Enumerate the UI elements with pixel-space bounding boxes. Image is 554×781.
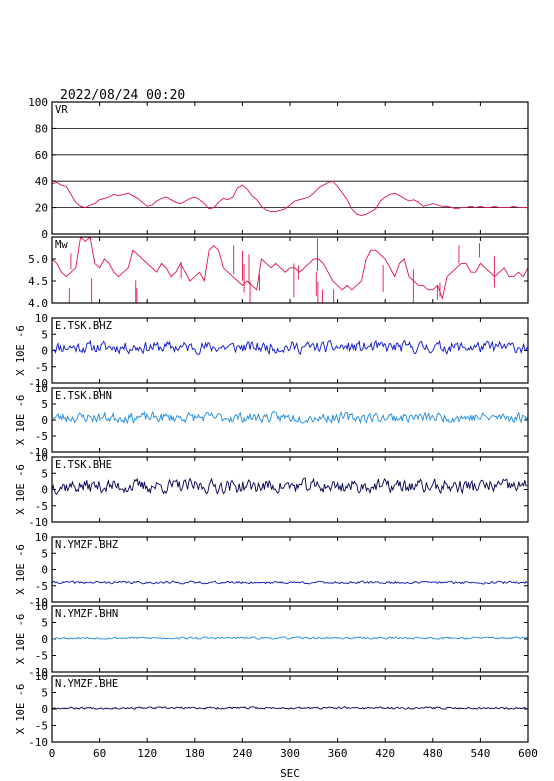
timestamp: 2022/08/24 00:20 <box>60 88 185 103</box>
tsk_bhn-frame <box>51 387 529 453</box>
ymzf_bhz-ytick-label: 0 <box>41 564 48 577</box>
x-tick-label: 0 <box>49 747 56 760</box>
vr-series-line <box>52 180 528 216</box>
ymzf_bhz-title: N.YMZF.BHZ <box>55 539 118 551</box>
x-tick-label: 360 <box>328 747 348 760</box>
vr-ytick-label: 20 <box>35 202 48 215</box>
tsk_bhz-frame <box>51 317 529 384</box>
tsk_bhe-ytick-label: 10 <box>35 451 48 464</box>
tsk_bhn-ytick-label: 0 <box>41 414 48 427</box>
tsk_bhn-ytick-label: 5 <box>41 398 48 411</box>
tsk_bhe-title: E.TSK.BHE <box>55 459 112 471</box>
vr-ytick-label: 100 <box>28 96 48 109</box>
mw-series-line <box>52 237 528 301</box>
ymzf_bhe-title: N.YMZF.BHE <box>55 678 118 690</box>
tsk_bhn-ytick-label: 10 <box>35 382 48 395</box>
vr-ytick-label: 80 <box>35 122 48 135</box>
ymzf_bhn-waveform <box>52 636 528 640</box>
vr-ytick-label: 60 <box>35 149 48 162</box>
tsk_bhz-ytick-label: -5 <box>35 361 48 374</box>
tsk_bhe-ytick-label: -10 <box>28 516 48 529</box>
vr-title: VR <box>55 104 68 116</box>
ymzf_bhn-ytick-label: 5 <box>41 617 48 630</box>
x-tick-label: 120 <box>137 747 157 760</box>
tsk_bhe-ytick-label: -5 <box>35 500 48 513</box>
tsk_bhn-ytick-label: -5 <box>35 430 48 443</box>
x-tick-label: 420 <box>375 747 395 760</box>
x-axis-label: SEC <box>280 767 300 780</box>
ymzf_bhn-ytick-label: -5 <box>35 650 48 663</box>
tsk_bhe-ytick-label: 0 <box>41 484 48 497</box>
x-axis: 0 60 120 180 240 300 360 420 480 540 600 <box>49 747 538 760</box>
x-tick-label: 60 <box>93 747 106 760</box>
mw-ytick-label: 4.0 <box>28 297 48 310</box>
ymzf_bhn-ytick-label: 10 <box>35 600 48 613</box>
ymzf_bhz-waveform <box>52 580 528 585</box>
tsk_bhe-frame <box>51 456 529 523</box>
tsk_bhn-ylabel: X 10E -6 <box>15 395 27 446</box>
mw-frame <box>51 236 529 304</box>
ymzf_bhe-ytick-label: -5 <box>35 720 48 733</box>
ymzf_bhz-frame <box>51 536 529 603</box>
x-tick-label: 300 <box>280 747 300 760</box>
ymzf_bhe-waveform <box>52 706 528 710</box>
tsk_bhe-ytick-label: 5 <box>41 467 48 480</box>
ymzf_bhe-frame <box>51 675 529 743</box>
tsk_bhz-ytick-label: 10 <box>35 312 48 325</box>
x-tick-label: 600 <box>518 747 538 760</box>
ymzf_bhe-ytick-label: 5 <box>41 687 48 700</box>
tsk_bhz-ytick-label: 0 <box>41 345 48 358</box>
tsk_bhn-ytick-label: -10 <box>28 446 48 459</box>
ymzf_bhn-ytick-label: -10 <box>28 666 48 679</box>
vr-ytick-label: 0 <box>41 228 48 241</box>
ymzf_bhe-ytick-label: 0 <box>41 703 48 716</box>
tsk_bhe-ylabel: X 10E -6 <box>15 464 27 515</box>
ymzf_bhn-title: N.YMZF.BHN <box>55 608 118 620</box>
x-tick-label: 480 <box>423 747 443 760</box>
ymzf_bhz-ytick-label: -10 <box>28 596 48 609</box>
vr-frame <box>51 101 529 235</box>
x-tick-label: 240 <box>232 747 252 760</box>
mw-title: Mw <box>55 239 68 251</box>
x-tick-label: 540 <box>470 747 490 760</box>
ymzf_bhn-ylabel: X 10E -6 <box>15 614 27 665</box>
x-tick-label: 180 <box>185 747 205 760</box>
ymzf_bhz-ytick-label: -5 <box>35 580 48 593</box>
ymzf_bhe-ytick-label: -10 <box>28 736 48 749</box>
mw-ytick-label: 5.0 <box>28 253 48 266</box>
ymzf_bhz-ytick-label: 5 <box>41 547 48 560</box>
tsk_bhz-title: E.TSK.BHZ <box>55 320 112 332</box>
ymzf_bhe-ytick-label: 10 <box>35 670 48 683</box>
ymzf_bhn-ytick-label: 0 <box>41 633 48 646</box>
tsk_bhz-ylabel: X 10E -6 <box>15 325 27 376</box>
tsk_bhz-waveform <box>52 339 528 356</box>
ymzf_bhn-frame <box>51 605 529 673</box>
tsk_bhe-waveform <box>52 477 528 496</box>
tsk_bhz-ytick-label: 5 <box>41 328 48 341</box>
ymzf_bhz-ylabel: X 10E -6 <box>15 544 27 595</box>
ymzf_bhe-ylabel: X 10E -6 <box>15 684 27 735</box>
tsk_bhn-title: E.TSK.BHN <box>55 390 112 402</box>
panels: 020406080100VR4.04.55.0Mw-10-50510E.TSK.… <box>15 96 529 749</box>
mw-ytick-label: 4.5 <box>28 275 48 288</box>
ymzf_bhz-ytick-label: 10 <box>35 531 48 544</box>
vr-ytick-label: 40 <box>35 175 48 188</box>
tsk_bhz-ytick-label: -10 <box>28 377 48 390</box>
tsk_bhn-waveform <box>52 410 528 425</box>
